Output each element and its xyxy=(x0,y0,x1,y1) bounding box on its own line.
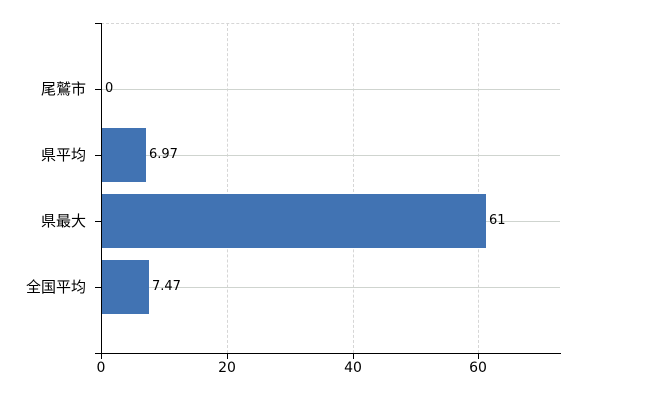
bar-value-label: 0 xyxy=(105,81,114,96)
y-axis-tick xyxy=(95,89,101,90)
bar-value-label: 6.97 xyxy=(149,147,178,162)
x-axis-tick xyxy=(227,354,228,359)
x-axis-tick-label: 40 xyxy=(344,360,362,376)
bar-value-label: 61 xyxy=(489,213,506,228)
x-axis-tick xyxy=(101,354,102,359)
y-axis-tick xyxy=(95,221,101,222)
y-axis-line xyxy=(101,23,102,354)
y-axis-tick xyxy=(95,287,101,288)
y-axis-tick xyxy=(95,155,101,156)
vertical-gridline-40 xyxy=(353,23,354,353)
x-axis-tick xyxy=(478,354,479,359)
x-axis-line xyxy=(101,353,561,354)
vertical-gridline-20 xyxy=(227,23,228,353)
bar xyxy=(102,194,486,248)
plot-top-border xyxy=(101,23,560,24)
y-axis-tick xyxy=(95,23,101,24)
x-axis-tick-label: 20 xyxy=(218,360,236,376)
bar xyxy=(102,128,146,182)
vertical-gridline-60 xyxy=(478,23,479,353)
x-axis-tick-label: 60 xyxy=(469,360,487,376)
horizontal-gridline xyxy=(102,287,560,288)
bar-value-label: 7.47 xyxy=(152,279,181,294)
y-axis-label: 県最大 xyxy=(40,212,86,230)
y-axis-label: 県平均 xyxy=(40,146,86,164)
horizontal-gridline xyxy=(102,89,560,90)
y-axis-tick xyxy=(95,353,101,354)
bar xyxy=(102,260,149,314)
x-axis-tick xyxy=(353,354,354,359)
x-axis-tick-label: 0 xyxy=(96,360,106,376)
y-axis-label: 尾鷲市 xyxy=(40,80,86,98)
y-axis-label: 全国平均 xyxy=(25,278,86,296)
horizontal-gridline xyxy=(102,155,560,156)
